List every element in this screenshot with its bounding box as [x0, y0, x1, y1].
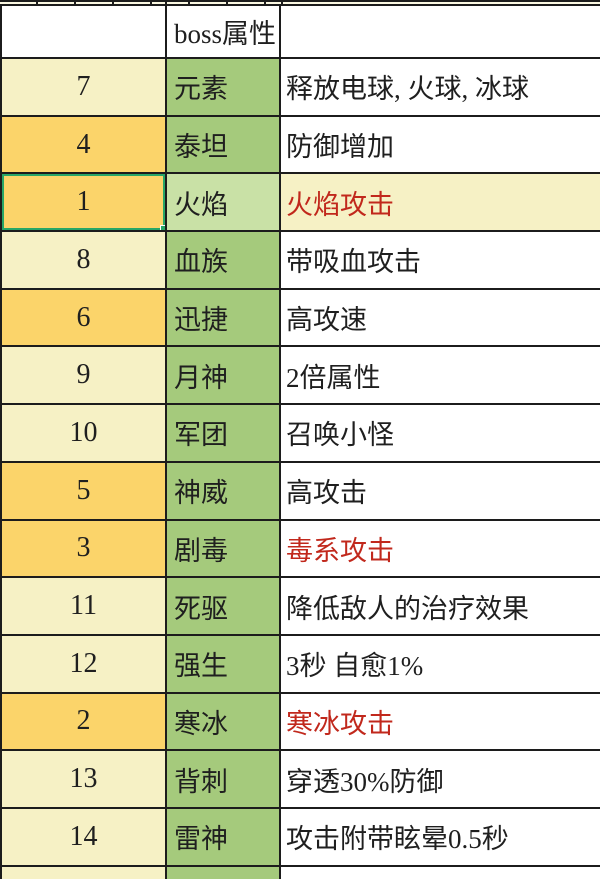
table-row: 6 迅捷 高攻速: [2, 289, 600, 348]
table-row: 12 强生 3秒 自愈1%: [2, 635, 600, 694]
number-cell-row-4[interactable]: 8: [2, 232, 167, 290]
effect-cell[interactable]: [281, 866, 600, 879]
cutoff-row-above-strip: [0, 0, 600, 6]
table-row: 8 血族 带吸血攻击: [2, 232, 600, 290]
partial-bottom-row: [2, 866, 600, 879]
table-row: 1 火焰 火焰攻击: [2, 174, 600, 233]
attribute-cell-死驱[interactable]: 死驱: [167, 578, 281, 636]
attribute-cell-月神[interactable]: 月神: [167, 347, 281, 406]
fill-handle[interactable]: [160, 225, 165, 231]
effect-cell-row-3[interactable]: 火焰攻击: [281, 174, 600, 233]
attribute-cell-军团[interactable]: 军团: [167, 405, 281, 463]
column-border-tick: [74, 2, 76, 6]
column-border-tick: [264, 2, 266, 6]
table-row: 7 元素 释放电球, 火球, 冰球: [2, 59, 600, 117]
number-cell-row-8[interactable]: 5: [2, 462, 167, 521]
header-cell-number[interactable]: [2, 6, 167, 59]
number-cell-row-1[interactable]: 7: [2, 59, 167, 117]
effect-cell-row-8[interactable]: 高攻击: [281, 462, 600, 521]
effect-cell-row-2[interactable]: 防御增加: [281, 116, 600, 175]
number-cell-row-10[interactable]: 11: [2, 578, 167, 636]
number-cell-row-12[interactable]: 2: [2, 693, 167, 752]
effect-cell-row-7[interactable]: 召唤小怪: [281, 405, 600, 463]
number-cell-row-2[interactable]: 4: [2, 116, 167, 175]
number-cell-row-14[interactable]: 14: [2, 808, 167, 867]
header-cell-effect[interactable]: [281, 6, 600, 59]
table-row: 10 军团 召唤小怪: [2, 405, 600, 463]
number-cell[interactable]: [2, 866, 167, 879]
number-cell-row-5[interactable]: 6: [2, 289, 167, 348]
effect-cell-row-12[interactable]: 寒冰攻击: [281, 693, 600, 752]
attribute-cell-背刺[interactable]: 背刺: [167, 751, 281, 809]
boss-attribute-table: boss属性 7 元素 释放电球, 火球, 冰球 4 泰坦 防御增加 1 火焰 …: [0, 4, 600, 879]
column-border-tick: [165, 2, 167, 6]
table-row: 4 泰坦 防御增加: [2, 116, 600, 175]
effect-cell-row-5[interactable]: 高攻速: [281, 289, 600, 348]
table-row: 13 背刺 穿透30%防御: [2, 751, 600, 809]
column-border-tick: [188, 2, 190, 6]
attribute-cell-雷神[interactable]: 雷神: [167, 808, 281, 867]
column-border-tick: [112, 2, 114, 6]
table-row: 3 剧毒 毒系攻击: [2, 520, 600, 579]
number-cell-row-13[interactable]: 13: [2, 751, 167, 809]
number-cell-row-3[interactable]: 1: [2, 174, 167, 233]
table-row: 11 死驱 降低敌人的治疗效果: [2, 578, 600, 636]
attribute-cell-元素[interactable]: 元素: [167, 59, 281, 117]
table-row: 9 月神 2倍属性: [2, 347, 600, 406]
attribute-cell-泰坦[interactable]: 泰坦: [167, 116, 281, 175]
column-border-tick: [226, 2, 228, 6]
effect-cell-row-9[interactable]: 毒系攻击: [281, 520, 600, 579]
active-cell-selection-border: [2, 174, 165, 231]
number-cell-row-11[interactable]: 12: [2, 635, 167, 694]
effect-cell-row-11[interactable]: 3秒 自愈1%: [281, 635, 600, 694]
number-cell-row-6[interactable]: 9: [2, 347, 167, 406]
effect-cell-row-14[interactable]: 攻击附带眩晕0.5秒: [281, 808, 600, 867]
attribute-cell-火焰[interactable]: 火焰: [167, 174, 281, 233]
attribute-cell-迅捷[interactable]: 迅捷: [167, 289, 281, 348]
attribute-cell-血族[interactable]: 血族: [167, 232, 281, 290]
number-cell-row-7[interactable]: 10: [2, 405, 167, 463]
column-border-tick: [36, 2, 38, 6]
effect-cell-row-4[interactable]: 带吸血攻击: [281, 232, 600, 290]
table-row: 5 神威 高攻击: [2, 462, 600, 521]
column-border-tick: [281, 2, 283, 6]
attribute-cell-寒冰[interactable]: 寒冰: [167, 693, 281, 752]
header-row: boss属性: [2, 6, 600, 59]
attribute-cell-神威[interactable]: 神威: [167, 462, 281, 521]
effect-cell-row-10[interactable]: 降低敌人的治疗效果: [281, 578, 600, 636]
table-row: 14 雷神 攻击附带眩晕0.5秒: [2, 808, 600, 867]
effect-cell-row-13[interactable]: 穿透30%防御: [281, 751, 600, 809]
attribute-cell-强生[interactable]: 强生: [167, 635, 281, 694]
effect-cell-row-1[interactable]: 释放电球, 火球, 冰球: [281, 59, 600, 117]
table-row: 2 寒冰 寒冰攻击: [2, 693, 600, 752]
attribute-cell[interactable]: [167, 866, 281, 879]
number-cell-row-9[interactable]: 3: [2, 520, 167, 579]
effect-cell-row-6[interactable]: 2倍属性: [281, 347, 600, 406]
attribute-cell-剧毒[interactable]: 剧毒: [167, 520, 281, 579]
column-border-tick: [150, 2, 152, 6]
header-cell-boss-attribute[interactable]: boss属性: [167, 6, 281, 59]
